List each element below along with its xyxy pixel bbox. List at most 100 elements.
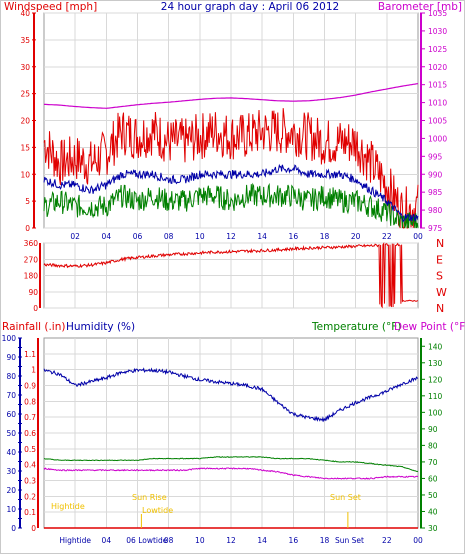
baro-tick-label: 975 xyxy=(428,224,443,233)
windspeed-avg-line xyxy=(43,163,419,223)
baro-tick-label: 1000 xyxy=(428,134,447,143)
bottom-tick-label: 08 xyxy=(164,536,174,545)
windspeed-low-line xyxy=(43,182,419,229)
compass-label: E xyxy=(436,253,443,266)
direction-tick-label: 90 xyxy=(28,288,38,297)
temp-axis-label: Temperature (°F) xyxy=(311,321,401,333)
humidity-line xyxy=(43,367,419,423)
baro-axis-label: Barometer [mb] xyxy=(378,1,462,13)
humidity-axis-label: Humidity (%) xyxy=(66,321,135,333)
humidity-tick-label: 50 xyxy=(6,429,16,438)
hour-tick-label: 12 xyxy=(226,232,236,241)
direction-tick-label: 180 xyxy=(24,272,39,281)
compass-label: W xyxy=(436,286,447,299)
chart-title: 24 hour graph day : April 06 2012 xyxy=(161,1,339,13)
direction-tick-label: 360 xyxy=(24,239,39,248)
temp-tick-label: 30 xyxy=(428,524,438,533)
humidity-tick-label: 10 xyxy=(6,505,16,514)
rain-axis-label: Rainfall (.in) xyxy=(2,321,65,333)
temp-tick-label: 100 xyxy=(428,408,443,417)
rain-tick-label: 1 xyxy=(31,366,36,375)
temp-tick-label: 120 xyxy=(428,375,443,384)
baro-tick-label: 1020 xyxy=(428,63,447,72)
wind-tick-label: 25 xyxy=(20,90,30,99)
hour-tick-label: 04 xyxy=(102,232,112,241)
hour-tick-label: 10 xyxy=(195,232,205,241)
hour-tick-label: 14 xyxy=(257,232,267,241)
temp-tick-label: 60 xyxy=(428,474,438,483)
temp-tick-label: 130 xyxy=(428,359,443,368)
bottom-tick-label: 12 xyxy=(226,536,236,545)
wind-tick-label: 35 xyxy=(20,36,30,45)
temp-tick-label: 50 xyxy=(428,491,438,500)
baro-tick-label: 1025 xyxy=(428,45,447,54)
compass-label: N xyxy=(436,237,444,250)
bottom-tick-label: 00 xyxy=(413,536,423,545)
hour-tick-label: 06 xyxy=(133,232,143,241)
compass-label: S xyxy=(436,270,443,283)
hightide-marker-label: Hightide xyxy=(51,502,85,511)
humidity-tick-label: 60 xyxy=(6,410,16,419)
temp-tick-label: 70 xyxy=(428,458,438,467)
temp-tick-label: 40 xyxy=(428,507,438,516)
barometer-line xyxy=(44,83,419,109)
rain-tick-label: 0.1 xyxy=(24,508,36,517)
direction-tick-label: 0 xyxy=(33,304,38,313)
baro-tick-label: 990 xyxy=(428,170,443,179)
wind-tick-label: 0 xyxy=(25,224,30,233)
dew-point-line xyxy=(43,467,419,480)
humidity-tick-label: 90 xyxy=(6,353,16,362)
rain-tick-label: 0.6 xyxy=(24,429,36,438)
compass-label: N xyxy=(436,302,444,315)
windspeed-line xyxy=(43,108,419,229)
humidity-tick-label: 30 xyxy=(6,467,16,476)
humidity-tick-label: 80 xyxy=(6,372,16,381)
sunrise-label: Sun Rise xyxy=(132,493,167,502)
baro-tick-label: 1015 xyxy=(428,81,447,90)
rain-tick-label: 0.5 xyxy=(24,445,36,454)
humidity-tick-label: 40 xyxy=(6,448,16,457)
temp-tick-label: 80 xyxy=(428,441,438,450)
rain-tick-label: 0.3 xyxy=(24,477,36,486)
bottom-tick-label: 04 xyxy=(102,536,112,545)
baro-tick-label: 1035 xyxy=(428,9,447,18)
wind-direction-line xyxy=(43,241,419,309)
humidity-tick-label: 0 xyxy=(11,524,16,533)
wind-tick-label: 10 xyxy=(20,170,30,179)
bottom-tick-label: Sun Set xyxy=(335,536,364,545)
baro-tick-label: 995 xyxy=(428,152,443,161)
temperature-line xyxy=(43,456,419,473)
bottom-tick-label: 14 xyxy=(257,536,267,545)
temp-tick-label: 90 xyxy=(428,425,438,434)
hour-tick-label: 08 xyxy=(164,232,174,241)
wind-tick-label: 20 xyxy=(20,117,30,126)
rain-tick-label: 1.1 xyxy=(24,350,36,359)
rain-tick-label: 0.7 xyxy=(24,413,36,422)
hour-tick-label: 20 xyxy=(351,232,361,241)
rain-tick-label: 0.4 xyxy=(24,461,36,470)
direction-tick-label: 270 xyxy=(24,255,39,264)
baro-tick-label: 1010 xyxy=(428,99,447,108)
bottom-tick-label: 10 xyxy=(195,536,205,545)
hour-tick-label: 00 xyxy=(413,232,423,241)
humidity-tick-label: 20 xyxy=(6,486,16,495)
humidity-tick-label: 100 xyxy=(2,334,17,343)
wind-tick-label: 40 xyxy=(20,9,30,18)
hour-tick-label: 02 xyxy=(70,232,80,241)
temp-tick-label: 140 xyxy=(428,342,443,351)
wind-tick-label: 5 xyxy=(25,197,30,206)
wind-tick-label: 15 xyxy=(20,143,30,152)
bottom-tick-label: 06 Lowtide xyxy=(126,536,167,545)
baro-tick-label: 1030 xyxy=(428,27,447,36)
bottom-tick-label: Hightide xyxy=(59,536,91,545)
hour-tick-label: 22 xyxy=(382,232,392,241)
rain-tick-label: 0.2 xyxy=(24,492,36,501)
rain-tick-label: 0.8 xyxy=(24,397,36,406)
baro-tick-label: 985 xyxy=(428,188,443,197)
bottom-tick-label: 16 xyxy=(289,536,299,545)
lowtide-marker-label: Lowtide xyxy=(142,506,173,515)
wind-axis-label: Windspeed [mph] xyxy=(4,1,97,13)
humidity-tick-label: 70 xyxy=(6,391,16,400)
